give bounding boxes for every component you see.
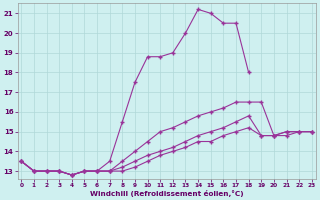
- X-axis label: Windchill (Refroidissement éolien,°C): Windchill (Refroidissement éolien,°C): [90, 190, 243, 197]
